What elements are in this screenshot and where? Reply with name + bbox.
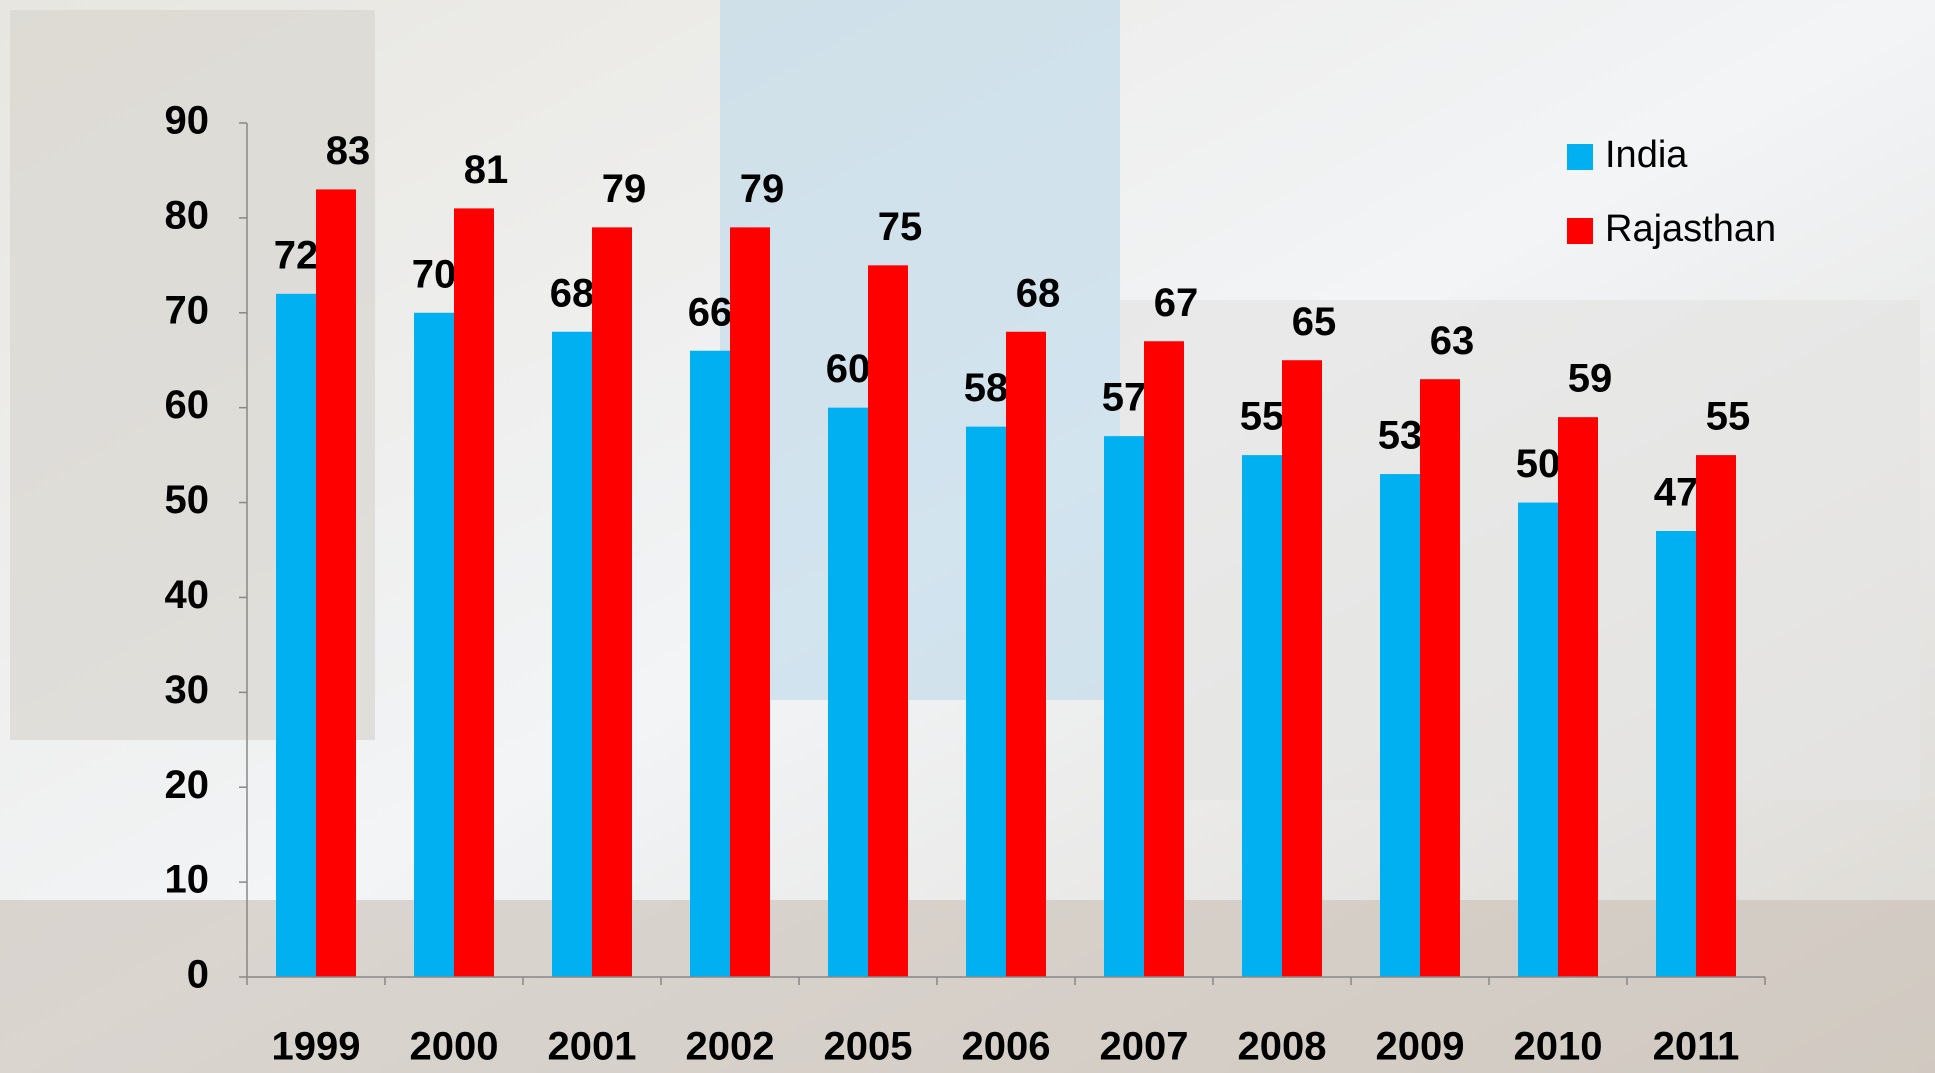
bar — [868, 265, 908, 977]
x-tick-label: 2010 — [1514, 1025, 1603, 1069]
y-tick-label: 20 — [165, 763, 210, 807]
x-tick-label: 2002 — [686, 1025, 775, 1069]
y-tick-label: 0 — [187, 953, 209, 997]
legend-label: Rajasthan — [1605, 208, 1776, 250]
value-label: 65 — [1292, 300, 1337, 344]
x-tick-label: 2007 — [1100, 1025, 1189, 1069]
bar — [1380, 474, 1420, 977]
bar — [1518, 502, 1558, 977]
value-label: 57 — [1102, 376, 1147, 420]
value-label: 59 — [1568, 357, 1613, 401]
bar — [1696, 455, 1736, 978]
x-tick-label: 2011 — [1653, 1025, 1740, 1069]
value-label: 55 — [1240, 395, 1285, 439]
value-label: 83 — [326, 129, 371, 173]
bar — [1104, 436, 1144, 978]
legend-label: India — [1605, 134, 1688, 176]
y-tick-label: 10 — [165, 858, 210, 902]
legend-swatch — [1567, 218, 1593, 244]
bar — [730, 227, 770, 977]
bar — [1420, 379, 1460, 977]
value-label: 68 — [1016, 271, 1061, 315]
x-tick-label: 1999 — [272, 1025, 361, 1069]
bar — [1656, 531, 1696, 977]
x-tick-label: 2006 — [962, 1025, 1051, 1069]
value-label: 79 — [740, 167, 785, 211]
value-label: 75 — [878, 205, 923, 249]
x-tick-label: 2009 — [1376, 1025, 1465, 1069]
value-label: 53 — [1378, 414, 1423, 458]
bar — [1282, 360, 1322, 977]
y-tick-label: 40 — [165, 573, 210, 617]
value-label: 67 — [1154, 281, 1199, 325]
value-label: 63 — [1430, 319, 1475, 363]
x-tick-label: 2001 — [548, 1025, 637, 1069]
bar — [414, 312, 454, 977]
bar — [276, 293, 316, 977]
decor-glass — [720, 0, 1120, 700]
y-tick-label: 60 — [165, 383, 210, 427]
bar — [454, 208, 494, 977]
bar — [552, 331, 592, 977]
bar — [966, 426, 1006, 978]
y-tick-label: 80 — [165, 193, 210, 237]
y-tick-label: 70 — [165, 288, 210, 332]
x-tick-label: 2008 — [1238, 1025, 1327, 1069]
bar — [1144, 341, 1184, 977]
value-label: 72 — [274, 233, 319, 277]
bar — [828, 407, 868, 978]
y-tick-label: 50 — [165, 478, 210, 522]
bar — [1242, 455, 1282, 978]
value-label: 66 — [688, 290, 733, 334]
value-label: 79 — [602, 167, 647, 211]
value-label: 50 — [1516, 442, 1561, 486]
value-label: 68 — [550, 271, 595, 315]
bar — [316, 189, 356, 977]
x-tick-label: 2000 — [410, 1025, 499, 1069]
value-label: 55 — [1706, 395, 1751, 439]
value-label: 70 — [412, 252, 457, 296]
value-label: 81 — [464, 148, 509, 192]
bar — [592, 227, 632, 977]
bar — [1006, 331, 1046, 977]
y-tick-label: 90 — [165, 99, 210, 143]
bar — [1558, 417, 1598, 978]
x-tick-label: 2005 — [824, 1025, 913, 1069]
y-tick-label: 30 — [165, 668, 210, 712]
value-label: 47 — [1654, 471, 1699, 515]
bar — [690, 350, 730, 977]
legend-swatch — [1567, 144, 1593, 170]
value-label: 58 — [964, 366, 1009, 410]
value-label: 60 — [826, 347, 871, 391]
